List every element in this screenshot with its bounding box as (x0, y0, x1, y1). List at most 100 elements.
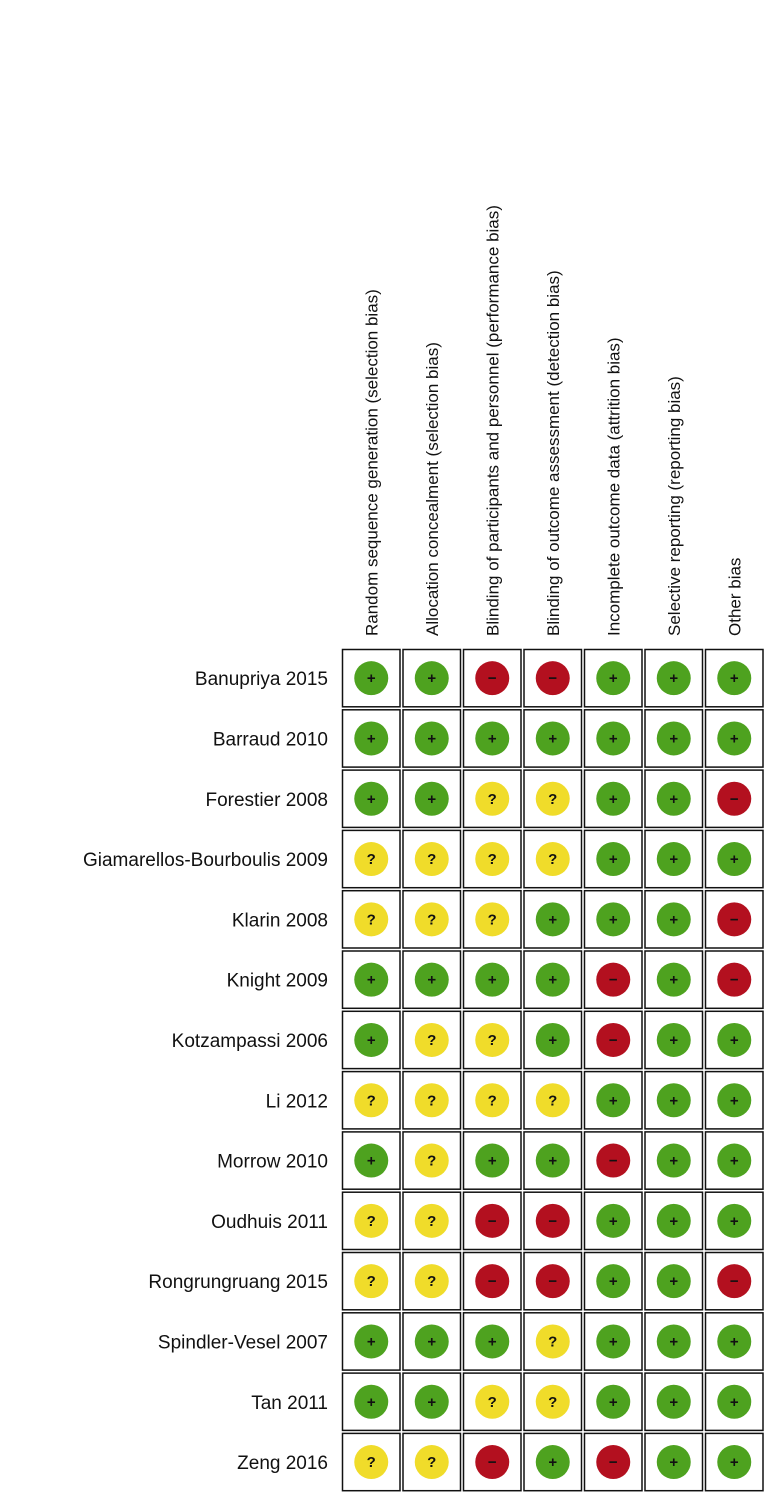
cell-border (523, 1432, 583, 1492)
cell-border (462, 1312, 522, 1371)
cell-border (644, 1372, 704, 1432)
judgement-dot (596, 962, 631, 997)
cell-border (583, 1010, 643, 1070)
cell-border (402, 1131, 462, 1190)
judgement-symbol: + (669, 911, 678, 928)
cell-border (402, 1312, 462, 1371)
cell-border (583, 950, 643, 1010)
cell-border (402, 648, 462, 708)
cell-border (583, 648, 643, 708)
judgement-symbol: + (367, 670, 376, 687)
judgement-dot (354, 1324, 389, 1359)
cell-border (704, 1070, 764, 1130)
cell-border (523, 1312, 583, 1371)
cell-border (644, 1010, 704, 1070)
judgement-symbol: + (488, 972, 497, 989)
judgement-symbol: + (367, 791, 376, 808)
judgement-dot (475, 842, 510, 877)
judgement-dot (596, 721, 631, 756)
cell-border (462, 889, 522, 949)
judgement-symbol: + (367, 1032, 376, 1049)
cell-border (462, 1191, 522, 1251)
judgement-symbol: − (609, 1032, 618, 1049)
judgement-dot (414, 1445, 449, 1480)
judgement-dot (717, 1384, 752, 1419)
judgement-symbol: ? (488, 1092, 497, 1109)
judgement-symbol: + (488, 730, 497, 747)
judgement-symbol: + (367, 1333, 376, 1350)
cell-border (644, 1312, 704, 1371)
cell-border (402, 829, 462, 889)
judgement-dot (354, 1445, 389, 1480)
judgement-symbol: − (488, 1454, 497, 1471)
judgement-symbol: + (609, 851, 618, 868)
column-header: Blinding of outcome assessment (detectio… (544, 270, 563, 636)
judgement-dot (414, 781, 449, 816)
cell-border (341, 829, 401, 889)
judgement-symbol: − (730, 972, 739, 989)
cell-border (644, 1251, 704, 1311)
judgement-symbol: + (548, 1032, 557, 1049)
cell-border (644, 1191, 704, 1251)
cell-border (523, 1191, 583, 1251)
judgement-symbol: − (548, 1273, 557, 1290)
judgement-symbol: + (730, 1092, 739, 1109)
judgement-dot (717, 902, 752, 937)
judgement-dot (354, 1022, 389, 1057)
judgement-symbol: ? (488, 1032, 497, 1049)
judgement-symbol: ? (488, 911, 497, 928)
cell-border (341, 1312, 401, 1371)
judgement-symbol: + (609, 730, 618, 747)
cell-border (341, 648, 401, 708)
judgement-dot (414, 902, 449, 937)
judgement-symbol: + (669, 972, 678, 989)
judgement-symbol: + (548, 730, 557, 747)
judgement-dot (535, 1083, 570, 1118)
cell-border (704, 1312, 764, 1371)
cell-border (341, 1251, 401, 1311)
judgement-dot (717, 1324, 752, 1359)
study-label: Knight 2009 (227, 971, 328, 992)
judgement-symbol: + (609, 1273, 618, 1290)
cell-border (462, 648, 522, 708)
judgement-dot (414, 661, 449, 696)
cell-border (462, 1070, 522, 1130)
judgement-dot (535, 962, 570, 997)
judgement-dot (354, 1264, 389, 1299)
judgement-symbol: ? (427, 1153, 436, 1170)
cell-border (704, 1432, 764, 1492)
cell-border (341, 889, 401, 949)
judgement-dot (414, 1384, 449, 1419)
cell-border (462, 950, 522, 1010)
cell-border (583, 1312, 643, 1371)
judgement-dot (535, 842, 570, 877)
judgement-symbol: ? (548, 791, 557, 808)
cell-border (704, 648, 764, 708)
cell-border (402, 950, 462, 1010)
cell-border (583, 1070, 643, 1130)
judgement-symbol: + (548, 1454, 557, 1471)
cell-border (523, 889, 583, 949)
cell-border (704, 1251, 764, 1311)
cell-border (341, 950, 401, 1010)
judgement-symbol: + (488, 1333, 497, 1350)
judgement-dot (414, 1324, 449, 1359)
judgement-dot (596, 1324, 631, 1359)
study-label: Giamarellos-Bourboulis 2009 (83, 850, 328, 871)
judgement-dot (656, 1203, 691, 1238)
cell-border (583, 1372, 643, 1432)
judgement-dot (656, 902, 691, 937)
judgement-dot (414, 1022, 449, 1057)
judgement-dot (717, 1083, 752, 1118)
cell-border (523, 1251, 583, 1311)
judgement-symbol: + (367, 730, 376, 747)
judgement-symbol: + (609, 670, 618, 687)
judgement-dot (717, 1264, 752, 1299)
judgement-dot (475, 1324, 510, 1359)
cell-border (402, 1191, 462, 1251)
judgement-symbol: ? (427, 851, 436, 868)
judgement-symbol: ? (427, 1273, 436, 1290)
judgement-dot (354, 721, 389, 756)
judgement-symbol: ? (427, 1454, 436, 1471)
